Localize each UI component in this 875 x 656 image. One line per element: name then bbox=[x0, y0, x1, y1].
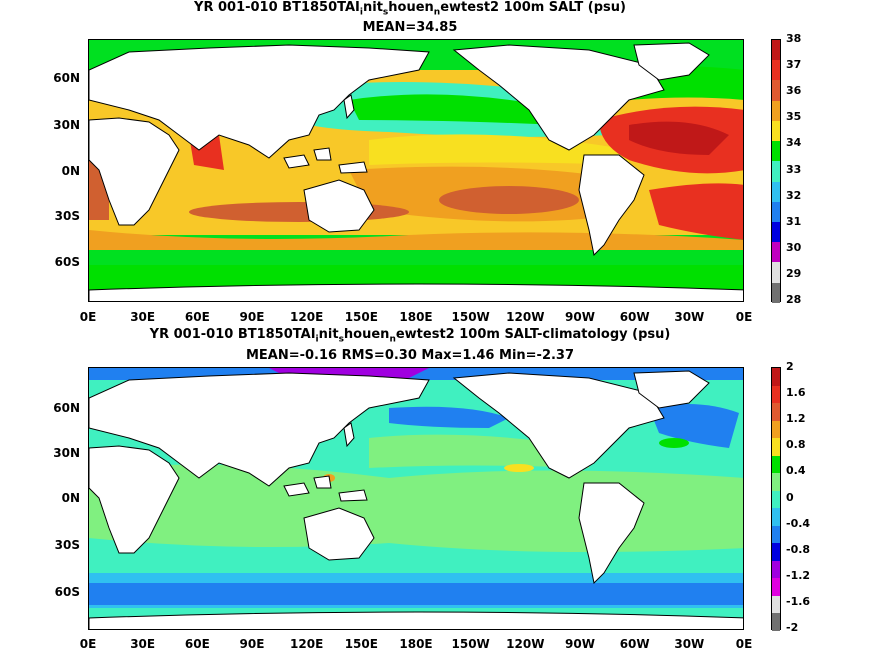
panel1-colorbar-label: 32 bbox=[786, 188, 802, 202]
panel2-lon-label: 30E bbox=[130, 637, 156, 651]
panel1-colorbar-segment bbox=[772, 282, 780, 303]
panel1-title: YR 001-010 BT1850TAIinitshouennewtest2 1… bbox=[194, 0, 626, 18]
panel1-lat-label: 30N bbox=[53, 118, 80, 132]
panel1-lat-label: 30S bbox=[54, 209, 80, 223]
panel1-colorbar-label: 36 bbox=[786, 84, 802, 98]
panel1-lon-label: 60W bbox=[619, 310, 650, 324]
continents bbox=[89, 42, 743, 301]
panel1-colorbar-segment bbox=[772, 80, 780, 101]
panel2-lon-label: 30W bbox=[674, 637, 705, 651]
panel2-lon-label: 0E bbox=[79, 637, 97, 651]
panel2-lon-label: 180E bbox=[399, 637, 433, 651]
panel1-colorbar-segment bbox=[772, 100, 780, 121]
panel1-colorbar-label: 28 bbox=[786, 293, 802, 306]
panel1-lon-label: 30E bbox=[130, 310, 156, 324]
panel2-colorbar bbox=[771, 367, 781, 631]
panel1-lon-label: 150E bbox=[344, 310, 378, 324]
panel2-colorbar-segment bbox=[772, 595, 780, 614]
panel2-colorbar-label: -0.4 bbox=[786, 516, 811, 530]
panel2-colorbar-label: 1.2 bbox=[786, 412, 806, 426]
panel2-anomaly-map bbox=[88, 367, 744, 630]
panel1-colorbar-segment bbox=[772, 120, 780, 142]
panel1-colorbar-label: 38 bbox=[786, 32, 802, 45]
panel1-colorbar-segment bbox=[772, 262, 780, 283]
panel1-lon-label: 180E bbox=[399, 310, 433, 324]
panel2-colorbar-label: -1.2 bbox=[786, 568, 811, 582]
panel1-colorbar-segment bbox=[772, 201, 780, 222]
panel1-colorbar-label: 29 bbox=[786, 266, 802, 280]
panel1-colorbar-label: 34 bbox=[786, 136, 802, 150]
panel2-lon-label: 60W bbox=[619, 637, 650, 651]
panel1-lon-label: 90W bbox=[565, 310, 595, 324]
panel1-lon-label: 120W bbox=[506, 310, 545, 324]
panel2-colorbar-segment bbox=[772, 438, 780, 456]
panel2-lon-label: 150W bbox=[451, 637, 490, 651]
panel2-colorbar-segment bbox=[772, 490, 780, 509]
panel2-lon-label: 0E bbox=[735, 637, 753, 651]
panel1-colorbar-segment bbox=[772, 60, 780, 81]
panel1-colorbar-label: 37 bbox=[786, 58, 802, 72]
panel1-lon-label: 60E bbox=[184, 310, 210, 324]
panel2-colorbar-segment bbox=[772, 578, 780, 596]
panel2-colorbar-segment bbox=[772, 508, 780, 526]
panel1-colorbar-segment bbox=[772, 161, 780, 182]
panel1-lon-label: 30W bbox=[674, 310, 705, 324]
panel1-colorbar-label: 35 bbox=[786, 110, 802, 124]
panel2-colorbar-label: -1.6 bbox=[786, 594, 811, 608]
panel1-colorbar bbox=[771, 39, 781, 303]
panel1-lon-label: 0E bbox=[79, 310, 97, 324]
panel1-lon-label: 120E bbox=[290, 310, 324, 324]
panel2-colorbar-label: -0.8 bbox=[786, 542, 811, 556]
panel2-colorbar-segment bbox=[772, 473, 780, 491]
panel2-colorbar-label: 0 bbox=[786, 490, 794, 504]
panel2-colorbar-label: -2 bbox=[786, 621, 799, 634]
panel1-stats: MEAN=34.85 bbox=[362, 20, 458, 35]
panel2-title: YR 001-010 BT1850TAIinitshouennewtest2 1… bbox=[149, 327, 671, 345]
panel2-lon-label: 120E bbox=[290, 637, 324, 651]
panel1-colorbar-label: 33 bbox=[786, 162, 802, 176]
panel2-lon-label: 150E bbox=[344, 637, 378, 651]
panel2-colorbar-segment bbox=[772, 455, 780, 474]
panel1-colorbar-segment bbox=[772, 242, 780, 263]
panel2-lat-label: 0N bbox=[61, 491, 80, 505]
panel2-lat-label: 60N bbox=[53, 401, 80, 415]
panel1-colorbar-segment bbox=[772, 221, 780, 243]
panel2-lon-label: 90E bbox=[239, 637, 265, 651]
panel2-colorbar-segment bbox=[772, 403, 780, 421]
panel2-lat-label: 30S bbox=[54, 538, 80, 552]
panel1-colorbar-label: 31 bbox=[786, 214, 802, 228]
panel1-map-svg bbox=[89, 40, 743, 301]
panel2-colorbar-segment bbox=[772, 525, 780, 544]
panel2-colorbar-segment bbox=[772, 385, 780, 404]
panel1-lat-label: 60N bbox=[53, 71, 80, 85]
panel2-colorbar-segment bbox=[772, 420, 780, 439]
panel1-colorbar-segment bbox=[772, 181, 780, 202]
panel1-lat-label: 60S bbox=[54, 255, 80, 269]
panel2-colorbar-label: 2 bbox=[786, 360, 794, 373]
panel2-colorbar-label: 0.4 bbox=[786, 464, 806, 478]
panel1-salinity-map bbox=[88, 39, 744, 302]
panel1-lat-label: 0N bbox=[61, 164, 80, 178]
panel2-stats: MEAN=-0.16 RMS=0.30 Max=1.46 Min=-2.37 bbox=[245, 348, 575, 363]
panel2-colorbar-label: 1.6 bbox=[786, 386, 806, 400]
panel2-colorbar-segment bbox=[772, 368, 780, 386]
panel1-lon-label: 150W bbox=[451, 310, 490, 324]
panel1-lon-label: 90E bbox=[239, 310, 265, 324]
panel2-colorbar-segment bbox=[772, 543, 780, 561]
panel2-map-svg bbox=[89, 368, 743, 629]
panel2-lat-label: 60S bbox=[54, 585, 80, 599]
panel1-colorbar-segment bbox=[772, 141, 780, 162]
panel2-lon-label: 120W bbox=[506, 637, 545, 651]
panel1-lon-label: 0E bbox=[735, 310, 753, 324]
panel2-lat-label: 30N bbox=[53, 446, 80, 460]
continents bbox=[89, 370, 743, 629]
panel2-lon-label: 90W bbox=[565, 637, 595, 651]
panel2-lon-label: 60E bbox=[184, 637, 210, 651]
panel2-colorbar-segment bbox=[772, 613, 780, 631]
panel1-colorbar-segment bbox=[772, 40, 780, 61]
panel2-colorbar-label: 0.8 bbox=[786, 438, 806, 452]
panel1-colorbar-label: 30 bbox=[786, 240, 802, 254]
panel2-colorbar-segment bbox=[772, 560, 780, 579]
